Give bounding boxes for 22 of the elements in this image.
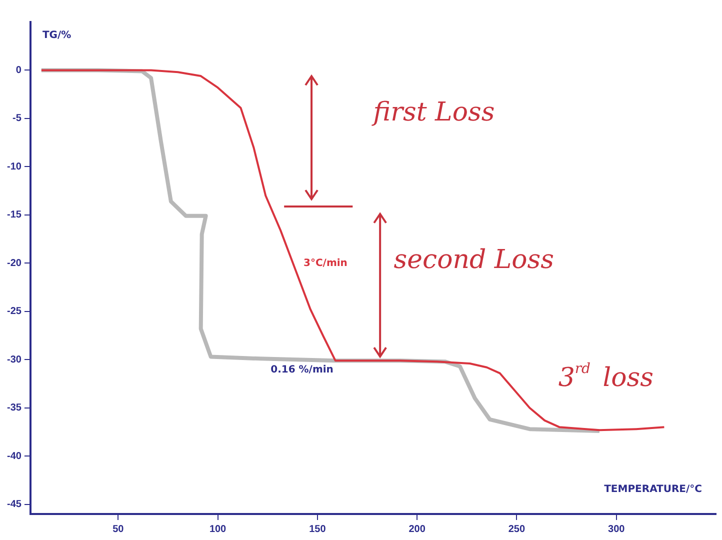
y-tick-label: -45 bbox=[7, 499, 22, 510]
y-tick-label: -35 bbox=[7, 402, 22, 414]
series-label: 3°C/min bbox=[304, 258, 348, 269]
x-axis-title: TEMPERATURE/°C bbox=[604, 484, 702, 495]
y-tick-label: -20 bbox=[7, 258, 22, 269]
x-tick-label: 150 bbox=[309, 524, 326, 535]
y-tick-label: -15 bbox=[7, 210, 22, 221]
y-tick-label: -30 bbox=[7, 354, 22, 366]
series-label: 0.16 %/min bbox=[270, 364, 334, 376]
x-tick-label: 300 bbox=[608, 524, 626, 535]
y-axis-title: TG/% bbox=[42, 30, 72, 41]
x-tick-label: 50 bbox=[112, 524, 124, 535]
y-tick-label: -5 bbox=[12, 113, 22, 124]
y-tick-label: 0 bbox=[16, 64, 22, 76]
annotation: second Loss bbox=[394, 245, 554, 275]
annotation: first Loss bbox=[371, 97, 495, 128]
y-tick-label: -25 bbox=[7, 306, 22, 318]
x-tick-label: 200 bbox=[408, 524, 426, 535]
x-tick-label: 250 bbox=[508, 524, 526, 535]
x-tick-label: 100 bbox=[209, 524, 227, 535]
y-tick-label: -10 bbox=[7, 161, 22, 172]
y-tick-label: -40 bbox=[7, 450, 22, 462]
